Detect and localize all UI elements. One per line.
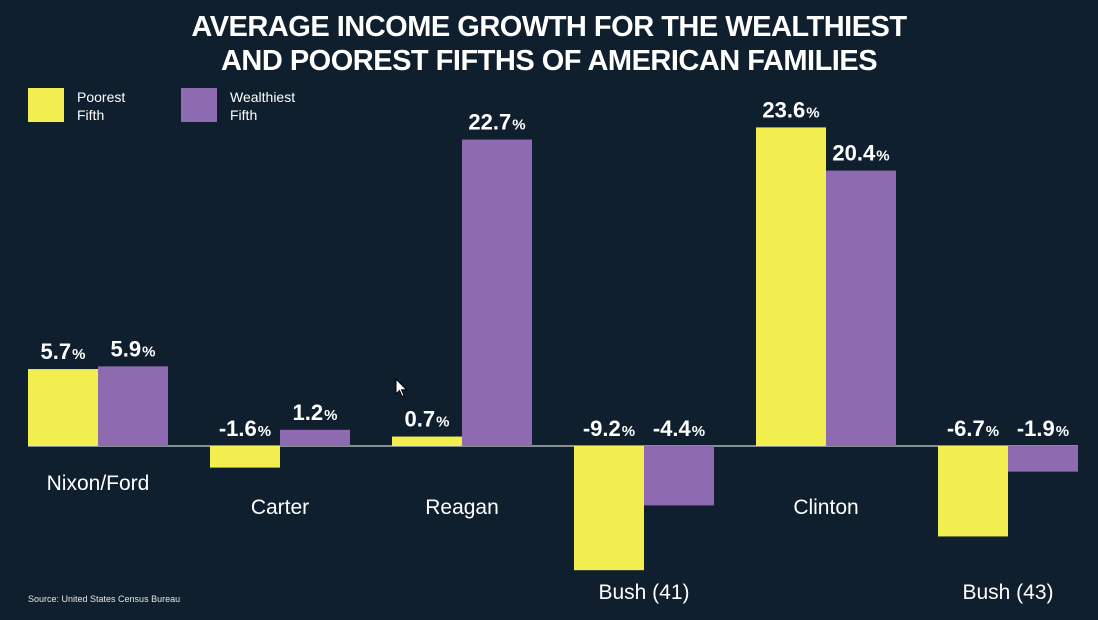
chart-title: AVERAGE INCOME GROWTH FOR THE WEALTHIEST… [0,10,1098,78]
source-note: Source: United States Census Bureau [28,594,181,604]
legend-swatch-poorest [28,88,64,122]
value-label-poorest-5: -6.7% [947,416,999,441]
legend-swatch-wealthiest [181,88,217,122]
value-label-wealthiest-2: 22.7% [468,110,525,135]
chart-title-line-1: AVERAGE INCOME GROWTH FOR THE WEALTHIEST [191,11,907,43]
legend-label-poorest: Poorest Fifth [77,89,126,123]
bar-wealthiest-1 [280,429,350,446]
bar-wealthiest-5 [1008,446,1078,472]
bar-poorest-0 [28,369,98,446]
bar-wealthiest-4 [826,170,896,446]
value-label-poorest-1: -1.6% [219,416,271,441]
category-label-5: Bush (43) [962,581,1053,604]
value-label-wealthiest-3: -4.4% [653,416,705,441]
mouse-pointer-icon [395,378,408,398]
value-label-wealthiest-4: 20.4% [832,141,889,166]
value-label-poorest-0: 5.7% [41,339,86,364]
legend-item-poorest: Poorest Fifth [28,88,167,124]
legend-item-wealthiest: Wealthiest Fifth [181,88,320,124]
bar-wealthiest-0 [98,366,168,446]
bar-poorest-4 [756,127,826,447]
chart-title-line-2: AND POOREST FIFTHS OF AMERICAN FAMILIES [220,45,878,77]
bar-poorest-5 [938,446,1008,537]
value-label-wealthiest-5: -1.9% [1017,416,1069,441]
value-label-poorest-2: 0.7% [405,407,450,432]
category-label-1: Carter [251,496,309,519]
category-label-0: Nixon/Ford [47,472,150,495]
category-label-2: Reagan [425,496,499,519]
value-label-wealthiest-1: 1.2% [293,400,338,425]
bar-wealthiest-3 [644,446,714,506]
category-label-3: Bush (41) [598,581,689,604]
value-label-wealthiest-0: 5.9% [111,336,156,361]
bar-poorest-3 [574,446,644,571]
category-label-4: Clinton [793,496,858,519]
bar-poorest-2 [392,436,462,446]
legend-label-wealthiest: Wealthiest Fifth [230,89,296,123]
value-label-poorest-4: 23.6% [762,97,819,122]
bar-wealthiest-2 [462,139,532,447]
value-label-poorest-3: -9.2% [583,416,635,441]
bar-poorest-1 [210,446,280,468]
